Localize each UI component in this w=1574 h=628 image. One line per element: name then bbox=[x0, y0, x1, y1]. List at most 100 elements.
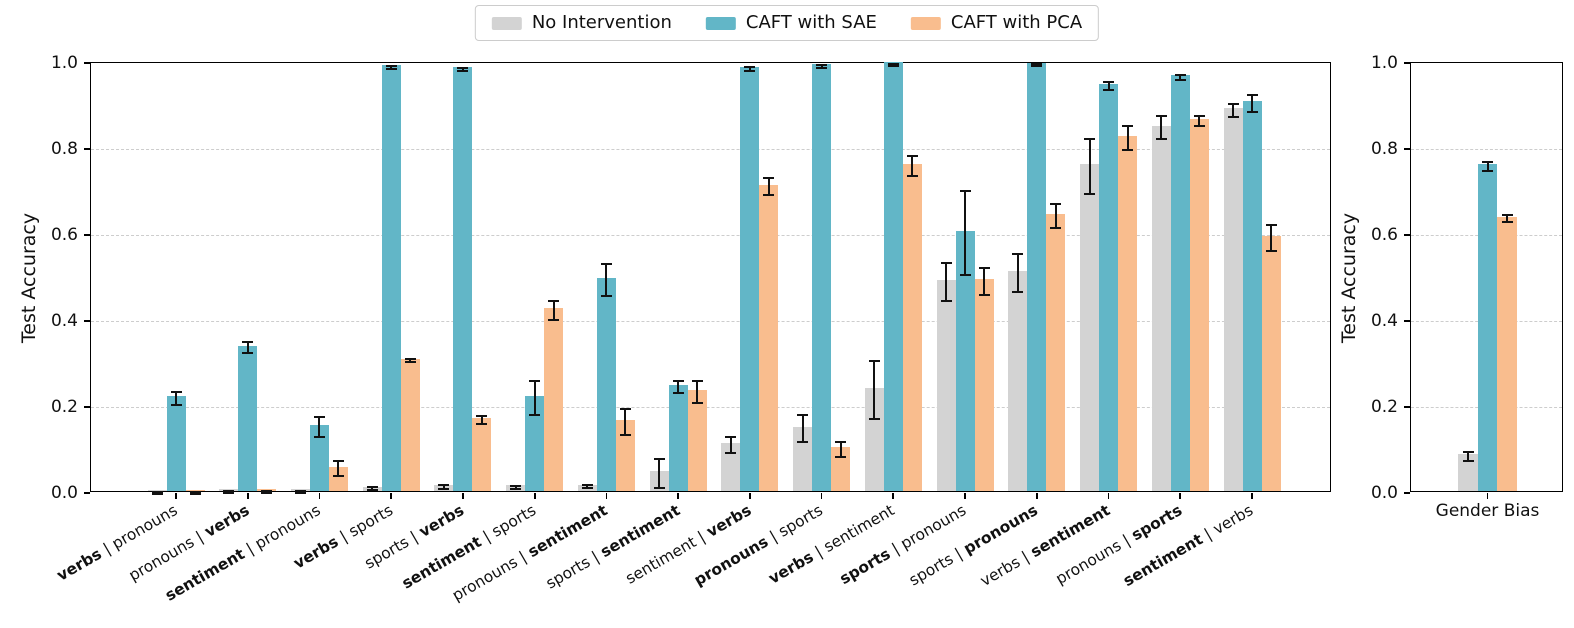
error-bar bbox=[691, 379, 703, 404]
error-bar bbox=[438, 484, 450, 491]
y-tick bbox=[84, 62, 90, 64]
gridline bbox=[91, 149, 1330, 150]
error-bar bbox=[1227, 102, 1239, 119]
x-tick-label-part: sports bbox=[345, 501, 396, 541]
bar bbox=[1189, 119, 1209, 491]
bar bbox=[721, 442, 741, 491]
error-bar-stem bbox=[1232, 104, 1234, 117]
error-bar-stem bbox=[1467, 453, 1469, 460]
error-bar-stem bbox=[1251, 95, 1253, 111]
error-bar bbox=[1122, 125, 1134, 152]
error-bar-stem bbox=[767, 179, 770, 195]
bar bbox=[290, 488, 310, 491]
x-tick-label: sentiment | verbs bbox=[1120, 501, 1257, 590]
x-tick-label-part: verbs bbox=[53, 544, 105, 585]
x-tick bbox=[749, 492, 751, 499]
x-tick bbox=[390, 492, 393, 499]
legend-label: CAFT with SAE bbox=[745, 12, 877, 33]
x-tick bbox=[677, 492, 679, 499]
error-bar bbox=[404, 357, 416, 364]
legend-item: CAFT with PCA bbox=[910, 12, 1083, 33]
x-tick bbox=[1179, 492, 1182, 499]
x-tick-label: sentiment | verbs bbox=[622, 501, 755, 588]
bar bbox=[309, 425, 329, 491]
error-bar bbox=[835, 440, 847, 458]
bar bbox=[1261, 236, 1281, 491]
error-bar bbox=[1501, 214, 1513, 223]
error-bar-stem bbox=[1486, 162, 1489, 170]
bar bbox=[166, 396, 186, 491]
x-tick bbox=[1035, 492, 1038, 499]
error-bar-stem bbox=[442, 486, 445, 489]
error-bar bbox=[189, 490, 201, 495]
x-tick-label: verbs | sentiment bbox=[977, 501, 1114, 591]
y-tick-label: 0.8 bbox=[50, 139, 78, 159]
legend-label: CAFT with PCA bbox=[950, 12, 1083, 33]
error-bar-stem bbox=[1270, 226, 1272, 250]
x-tick-label-part: sports bbox=[1127, 501, 1185, 545]
x-tick bbox=[1251, 492, 1253, 499]
bar bbox=[1477, 164, 1498, 491]
error-bar bbox=[385, 64, 397, 70]
y-tick-label: 0.8 bbox=[1370, 139, 1398, 159]
y-tick bbox=[84, 234, 90, 236]
error-bar-stem bbox=[658, 459, 661, 487]
bar bbox=[238, 345, 258, 491]
y-tick-label: 0.4 bbox=[1370, 311, 1398, 331]
error-bar bbox=[1265, 224, 1277, 252]
x-tick-label: Gender Bias bbox=[1436, 502, 1540, 521]
error-bar-stem bbox=[911, 157, 914, 175]
legend-swatch bbox=[491, 16, 522, 30]
error-bar-stem bbox=[1506, 216, 1508, 221]
error-bar-stem bbox=[1054, 204, 1057, 227]
error-bar bbox=[978, 267, 990, 296]
error-bar bbox=[294, 489, 306, 494]
error-bar-stem bbox=[409, 359, 412, 362]
bar bbox=[759, 184, 779, 491]
error-bar-stem bbox=[533, 382, 536, 415]
gridline bbox=[91, 407, 1330, 408]
x-tick-label-part: sports bbox=[775, 501, 827, 541]
x-tick bbox=[1486, 492, 1489, 499]
x-tick bbox=[318, 492, 321, 499]
bar bbox=[740, 67, 760, 491]
y-tick-label: 0.0 bbox=[50, 483, 78, 503]
error-bar bbox=[581, 484, 593, 489]
legend-item: No Intervention bbox=[491, 14, 672, 32]
error-bar bbox=[170, 390, 182, 407]
error-bar bbox=[1103, 80, 1115, 91]
x-tick-label-part: verbs bbox=[977, 552, 1024, 591]
bar bbox=[1008, 271, 1028, 491]
y-axis-label: Test Accuracy bbox=[1338, 212, 1360, 344]
bar bbox=[596, 278, 616, 491]
bar bbox=[1080, 164, 1100, 491]
x-tick-label: sports | pronouns bbox=[906, 501, 1041, 589]
error-bar-stem bbox=[246, 343, 249, 353]
x-tick-label-part: verbs bbox=[765, 547, 817, 588]
error-bar-stem bbox=[624, 410, 627, 434]
bar bbox=[147, 489, 167, 491]
error-bar-stem bbox=[1198, 116, 1201, 126]
error-bar bbox=[868, 359, 880, 420]
x-tick-label-part: verbs bbox=[1210, 501, 1257, 539]
error-bar bbox=[332, 459, 344, 478]
y-tick bbox=[1404, 234, 1410, 236]
error-bar-stem bbox=[605, 264, 608, 296]
y-tick-label: 0.6 bbox=[1370, 225, 1398, 245]
error-bar-stem bbox=[945, 264, 948, 301]
bar bbox=[936, 280, 956, 491]
gridline bbox=[91, 321, 1330, 322]
bar bbox=[1099, 83, 1119, 491]
x-tick bbox=[462, 492, 464, 499]
bar bbox=[687, 389, 707, 491]
x-tick-label: sports | pronouns bbox=[837, 501, 970, 588]
bar bbox=[400, 358, 420, 491]
error-bar-stem bbox=[1107, 82, 1110, 89]
y-tick bbox=[84, 320, 90, 322]
y-tick bbox=[1404, 148, 1410, 150]
error-bar-stem bbox=[337, 461, 340, 476]
error-bar-stem bbox=[1088, 139, 1091, 193]
error-bar-stem bbox=[677, 382, 680, 393]
error-bar bbox=[816, 64, 828, 69]
